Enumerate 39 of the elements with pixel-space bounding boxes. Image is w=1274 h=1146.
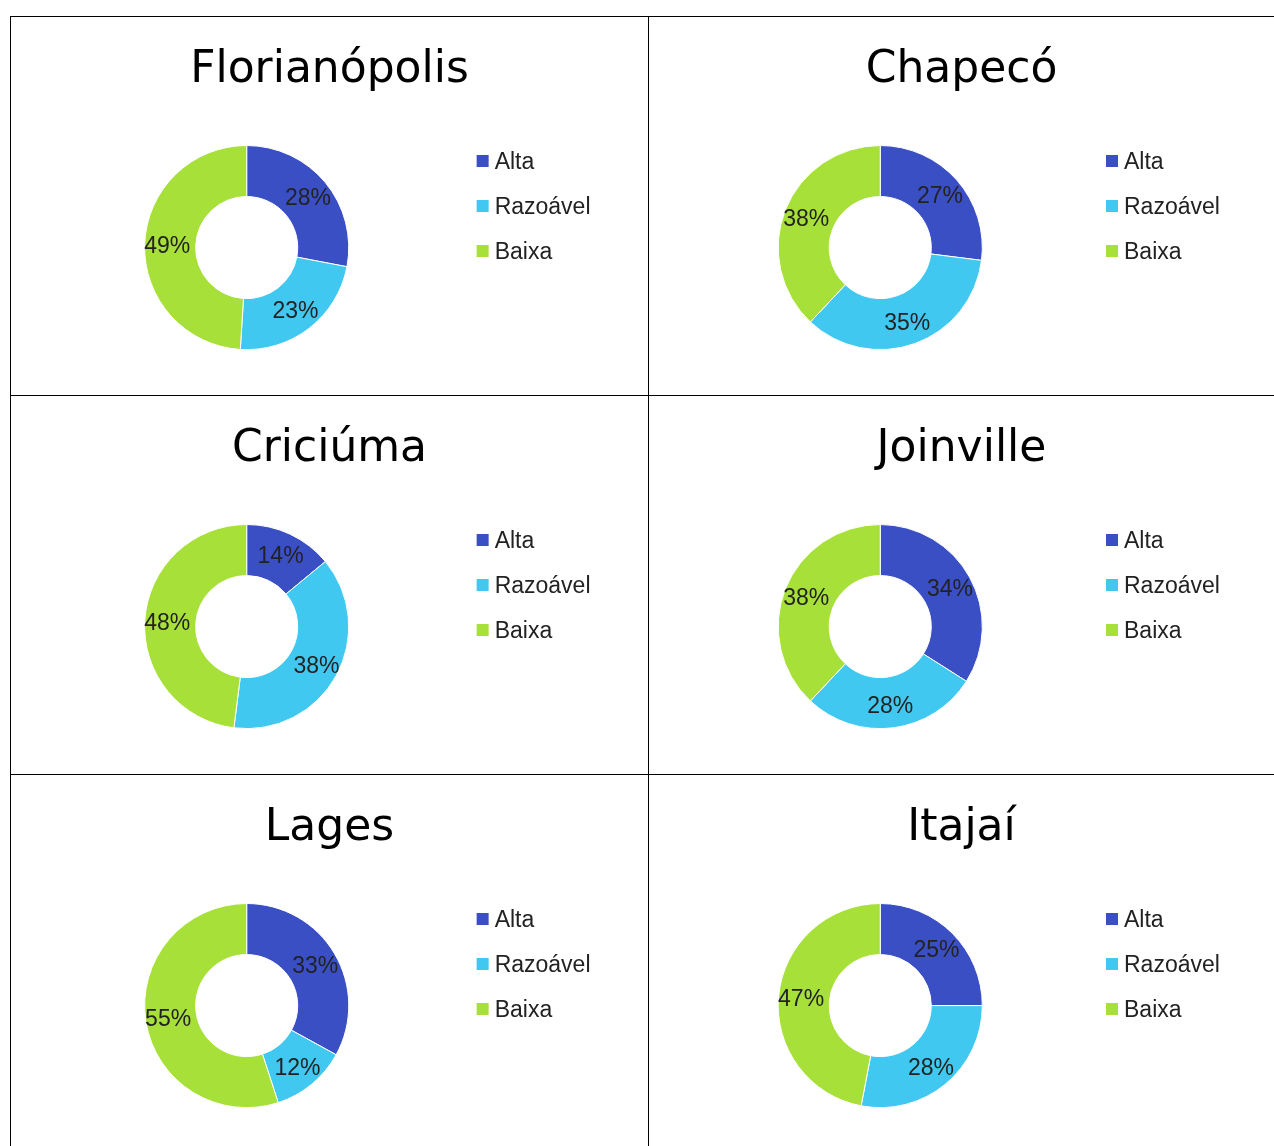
data-label: 12% [274,1053,321,1080]
data-label: 38% [783,584,830,611]
legend-label: Baixa [494,996,553,1022]
legend-label: Baixa [1124,996,1182,1022]
legend-label: Baixa [1124,238,1182,264]
data-label: 28% [284,183,331,210]
chart-title: Florianópolis [190,40,469,92]
data-label: 27% [916,181,963,208]
legend-label: Razoável [494,193,591,219]
chart-title: Joinville [873,419,1047,471]
data-label: 14% [257,541,304,568]
data-label: 35% [884,309,931,336]
chart-title: Criciúma [231,419,428,471]
legend-label: Alta [1124,527,1164,553]
legend-label: Baixa [494,238,553,264]
legend-label: Razoável [1124,951,1220,977]
legend-label: Alta [494,906,535,932]
chart-title: Lages [264,798,395,850]
legend-label: Baixa [1124,617,1182,643]
legend-label: Razoável [494,572,591,598]
legend-label: Baixa [494,617,553,643]
legend-label: Alta [1124,148,1164,174]
data-label: 28% [867,692,914,719]
data-label: 23% [272,297,319,324]
data-label: 33% [292,952,339,979]
chart-title: Chapecó [865,40,1058,92]
legend-label: Alta [494,527,535,553]
data-label: 55% [145,1005,192,1032]
data-label: 38% [783,205,830,232]
legend-label: Razoável [1124,572,1220,598]
legend-label: Alta [1124,906,1164,932]
data-label: 34% [926,575,973,602]
data-label: 38% [293,651,340,678]
legend-label: Razoável [494,951,591,977]
legend-label: Alta [494,148,535,174]
data-label: 28% [907,1053,954,1080]
chart-title: Itajaí [907,798,1018,850]
legend-label: Razoável [1124,193,1220,219]
data-label: 25% [913,936,960,963]
